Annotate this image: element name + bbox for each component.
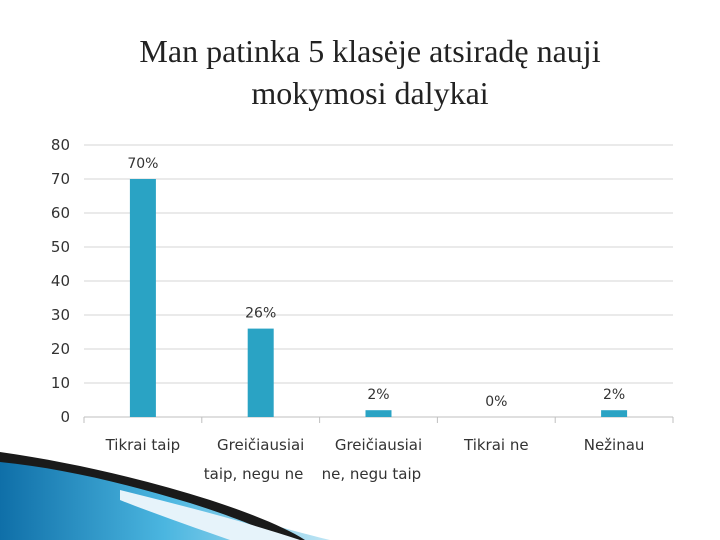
data-label: 26% — [245, 306, 276, 322]
y-tick-label: 0 — [60, 408, 70, 426]
y-tick-label: 30 — [51, 306, 70, 324]
x-category-label: Tikrai taip — [105, 436, 181, 454]
bar — [129, 179, 156, 417]
data-label: 0% — [485, 394, 507, 410]
bar — [601, 410, 628, 417]
swoosh-dark-stroke — [0, 452, 305, 540]
y-tick-label: 60 — [51, 204, 70, 222]
bar — [247, 328, 274, 417]
x-category-label: Nežinau — [584, 436, 645, 454]
x-category-label: Greičiausiai — [335, 436, 422, 454]
x-category-label: Tikrai ne — [463, 436, 529, 454]
x-category-label: taip, negu ne — [204, 465, 304, 483]
slide-title-line-1: Man patinka 5 klasėje atsiradę nauji — [139, 33, 601, 69]
y-tick-label: 10 — [51, 374, 70, 392]
y-tick-label: 50 — [51, 238, 70, 256]
x-category-label: Greičiausiai — [217, 436, 304, 454]
bar — [365, 410, 392, 417]
y-tick-label: 80 — [51, 136, 70, 154]
x-category-label: ne, negu taip — [322, 465, 422, 483]
data-label: 2% — [603, 387, 625, 403]
slide-title: Man patinka 5 klasėje atsiradę nauji mok… — [40, 30, 700, 114]
data-label: 70% — [127, 156, 158, 172]
y-tick-label: 70 — [51, 170, 70, 188]
data-label: 2% — [367, 387, 389, 403]
slide-title-line-2: mokymosi dalykai — [251, 75, 489, 111]
y-tick-label: 40 — [51, 272, 70, 290]
y-tick-label: 20 — [51, 340, 70, 358]
swoosh-light-band — [120, 490, 300, 540]
